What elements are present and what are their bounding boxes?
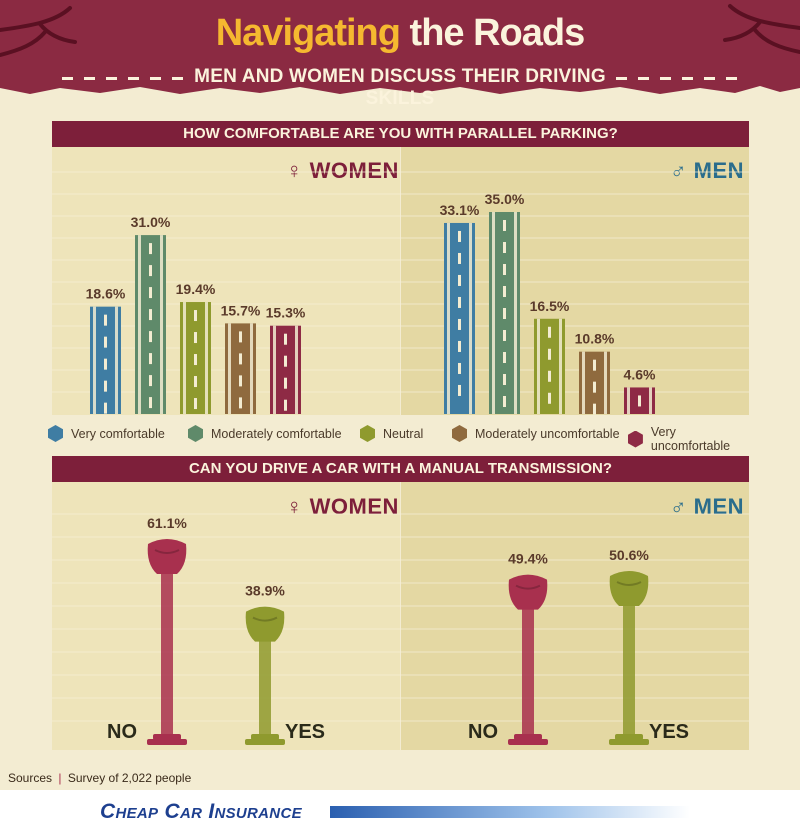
question-manual-transmission: CAN YOU DRIVE A CAR WITH A MANUAL TRANSM… xyxy=(52,456,749,482)
legend-swatch-icon xyxy=(628,430,643,448)
branch-left-icon xyxy=(0,6,77,57)
header-background xyxy=(0,0,800,94)
legend-swatch-icon xyxy=(48,425,63,442)
legend-item-very-comfortable: Very comfortable xyxy=(48,425,165,442)
manual-men-heading: ♂ MEN xyxy=(670,494,744,519)
legend-label: Very uncomfortable xyxy=(650,425,731,453)
parallel-men-area xyxy=(401,147,749,415)
header-banner: Navigating the Roads MEN AND WOMEN DISCU… xyxy=(0,0,800,109)
legend: Very comfortable Moderately comfortable … xyxy=(48,425,758,453)
legend-item-moderately-comfortable: Moderately comfortable xyxy=(188,425,342,442)
legend-label: Very comfortable xyxy=(71,426,165,441)
legend-label: Moderately comfortable xyxy=(211,426,342,441)
brand-stripe xyxy=(330,806,690,818)
manual-transmission-panel xyxy=(52,482,749,750)
manual-women-area xyxy=(52,482,400,750)
subtitle-dashes-right xyxy=(616,77,740,80)
legend-item-moderately-uncomfortable: Moderately uncomfortable xyxy=(452,425,620,442)
question-parallel-parking: HOW COMFORTABLE ARE YOU WITH PARALLEL PA… xyxy=(52,121,749,147)
title-highlight: Navigating xyxy=(215,12,401,54)
legend-swatch-icon xyxy=(452,425,467,442)
manual-men-area xyxy=(401,482,749,750)
parallel-parking-panel xyxy=(52,147,749,415)
page-title: Navigating the Roads xyxy=(0,12,800,55)
manual-women-heading: ♀ WOMEN xyxy=(286,494,399,519)
legend-item-neutral: Neutral xyxy=(360,425,423,442)
branch-right-icon xyxy=(723,4,800,54)
legend-label: Moderately uncomfortable xyxy=(475,426,620,441)
sources-note: Sources | Survey of 2,022 people xyxy=(8,771,191,785)
subtitle-dashes-left xyxy=(62,77,184,80)
parallel-men-heading: ♂ MEN xyxy=(670,158,744,183)
brand-logo[interactable]: Cheap Car Insurance xyxy=(100,800,302,823)
sources-divider: | xyxy=(58,771,62,785)
legend-swatch-icon xyxy=(360,425,375,442)
legend-label: Neutral xyxy=(383,426,424,441)
page-subtitle: MEN AND WOMEN DISCUSS THEIR DRIVING SKIL… xyxy=(194,66,606,109)
title-rest: the Roads xyxy=(409,12,586,54)
parallel-women-heading: ♀ WOMEN xyxy=(286,158,399,183)
sources-label: Sources xyxy=(8,771,53,785)
legend-swatch-icon xyxy=(188,425,203,442)
legend-item-very-uncomfortable: Very uncomfortable xyxy=(628,425,758,453)
parallel-women-area xyxy=(52,147,400,415)
sources-text: Survey of 2,022 people xyxy=(67,771,192,785)
